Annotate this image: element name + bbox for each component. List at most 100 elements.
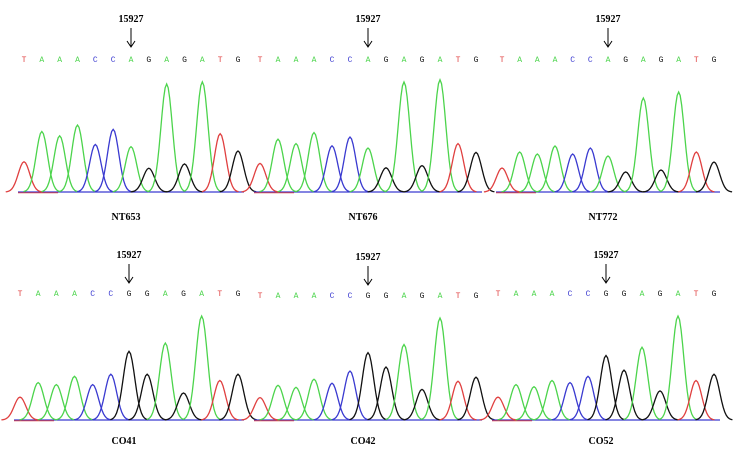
- trace-peak: [515, 385, 553, 421]
- trace-peak: [551, 381, 589, 421]
- base-call: A: [517, 56, 522, 65]
- base-call: A: [676, 290, 681, 299]
- base-call: G: [384, 292, 389, 301]
- trace-peak: [241, 396, 279, 421]
- trace-peak: [112, 145, 150, 193]
- arrow-head-icon: [603, 40, 613, 48]
- trace-peak: [130, 167, 168, 193]
- base-call: G: [474, 56, 479, 65]
- base-call: A: [199, 290, 204, 299]
- trace-peak: [642, 169, 680, 193]
- base-call: T: [22, 56, 27, 65]
- base-call: T: [18, 290, 23, 299]
- trace-peak: [183, 80, 221, 192]
- base-call: A: [200, 56, 205, 65]
- chromatogram-panel-nt772: 15927 T A A A C C A G A G A T G NT772: [483, 14, 733, 223]
- base-call: A: [532, 290, 537, 299]
- base-call: T: [456, 292, 461, 301]
- trace-peak: [536, 145, 574, 193]
- base-call: A: [640, 290, 645, 299]
- position-label: 15927: [356, 14, 381, 25]
- trace-peak: [259, 138, 297, 193]
- base-call: C: [111, 56, 116, 65]
- trace-peak: [501, 151, 538, 193]
- base-call: A: [312, 292, 317, 301]
- trace-peak: [533, 379, 571, 421]
- trace-peak: [59, 123, 96, 193]
- arrow-head-icon: [124, 276, 134, 284]
- base-call: G: [236, 56, 241, 65]
- trace-peak: [277, 386, 315, 421]
- trace-peak: [605, 369, 643, 421]
- base-call: C: [586, 290, 591, 299]
- trace-peak: [695, 373, 733, 421]
- trace-peak: [146, 341, 185, 421]
- chromatogram-panel-co42: 15927 T A A A C C G G A G A T G CO42: [241, 252, 495, 447]
- base-call: T: [258, 292, 263, 301]
- base-call: A: [276, 56, 281, 65]
- base-call: C: [90, 290, 95, 299]
- trace-peak: [607, 171, 644, 193]
- trace-peak: [349, 351, 387, 421]
- base-call: A: [164, 56, 169, 65]
- sample-label: NT653: [112, 212, 141, 223]
- base-call: A: [39, 56, 44, 65]
- trace-peak: [623, 345, 661, 421]
- trace-peak: [421, 316, 459, 420]
- base-call: G: [146, 56, 151, 65]
- base-call: C: [348, 56, 353, 65]
- base-call: G: [181, 290, 186, 299]
- trace-peak: [41, 134, 79, 193]
- base-call: A: [72, 290, 77, 299]
- base-call: A: [550, 290, 555, 299]
- chromatogram-panel-co52: 15927 T A A A C C G G A G A T G CO52: [479, 250, 733, 447]
- base-call: C: [568, 290, 573, 299]
- trace-peak: [219, 150, 257, 193]
- trace-peak: [331, 135, 369, 193]
- trace-peak: [403, 388, 441, 421]
- trace-peak: [313, 144, 351, 193]
- base-call: G: [420, 292, 425, 301]
- base-call: A: [75, 56, 80, 65]
- arrow-head-icon: [363, 278, 373, 286]
- base-call: G: [712, 56, 717, 65]
- position-label: 15927: [119, 14, 144, 25]
- base-call: T: [694, 290, 699, 299]
- trace-peak: [295, 131, 333, 193]
- base-call: A: [606, 56, 611, 65]
- trace-peak: [660, 90, 698, 192]
- trace-peak: [587, 354, 625, 421]
- trace-peak: [94, 128, 132, 193]
- base-call: A: [312, 56, 317, 65]
- trace-peak: [677, 379, 715, 421]
- trace-peak: [295, 378, 333, 421]
- base-call: T: [694, 56, 699, 65]
- trace-peak: [385, 343, 423, 421]
- base-call: A: [57, 56, 62, 65]
- trace-peak: [554, 153, 591, 193]
- base-call: G: [145, 290, 150, 299]
- trace-peak: [313, 382, 351, 421]
- base-call: G: [623, 56, 628, 65]
- base-call: G: [659, 56, 664, 65]
- trace-peak: [589, 155, 627, 193]
- base-call: G: [236, 290, 241, 299]
- base-call: T: [218, 56, 223, 65]
- base-call: G: [604, 290, 609, 299]
- trace-peak: [23, 130, 61, 193]
- trace-peak: [201, 379, 239, 421]
- trace-peak: [572, 147, 609, 193]
- trace-peak: [148, 82, 186, 192]
- sample-label: CO42: [351, 436, 376, 447]
- trace-peak: [19, 381, 57, 421]
- base-call: A: [294, 292, 299, 301]
- trace-peak: [367, 167, 405, 193]
- base-call: A: [676, 56, 681, 65]
- base-call: G: [127, 290, 132, 299]
- base-call: C: [348, 292, 353, 301]
- trace-peak: [367, 365, 405, 421]
- trace-peak: [385, 80, 423, 192]
- sample-label: NT772: [589, 212, 618, 223]
- base-call: G: [366, 292, 371, 301]
- base-call: T: [217, 290, 222, 299]
